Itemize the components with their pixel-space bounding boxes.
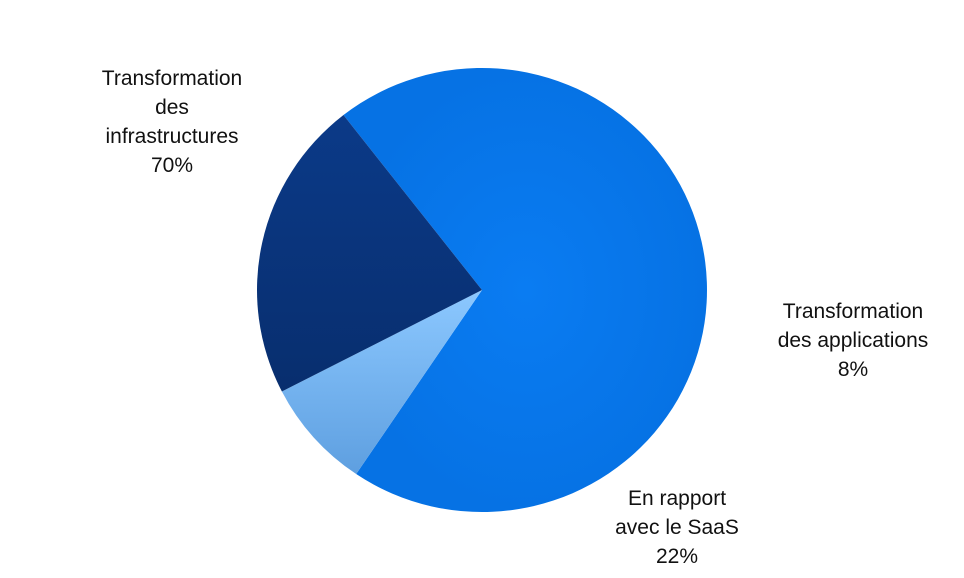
slice-value-label: 70%	[150, 154, 194, 177]
slice-label-transformation-des-infrastructures: Transformation des infrastructures 70%	[62, 64, 282, 180]
slice-value-label: 8%	[837, 358, 869, 381]
slice-value-label: 22%	[655, 545, 699, 568]
slice-label-en-rapport-avec-le-saas: En rapport avec le SaaS 22%	[572, 484, 782, 571]
slice-label-line: En rapport	[627, 487, 727, 510]
slice-label-transformation-des-applications: Transformation des applications 8%	[748, 297, 958, 384]
pie-slice-en-rapport-avec-le-saas	[256, 115, 482, 392]
slice-label-line: des	[155, 96, 189, 119]
pie-slices	[256, 68, 707, 513]
slice-label-line: Transformation	[101, 67, 243, 90]
pie-slice-transformation-des-applications	[281, 290, 482, 475]
slice-label-line: des applications	[777, 329, 929, 352]
slice-label-line: infrastructures	[105, 125, 239, 148]
slice-label-line: avec le SaaS	[615, 516, 739, 539]
slice-label-line: Transformation	[782, 300, 924, 323]
pie-slice-transformation-des-infrastructures	[343, 68, 707, 513]
